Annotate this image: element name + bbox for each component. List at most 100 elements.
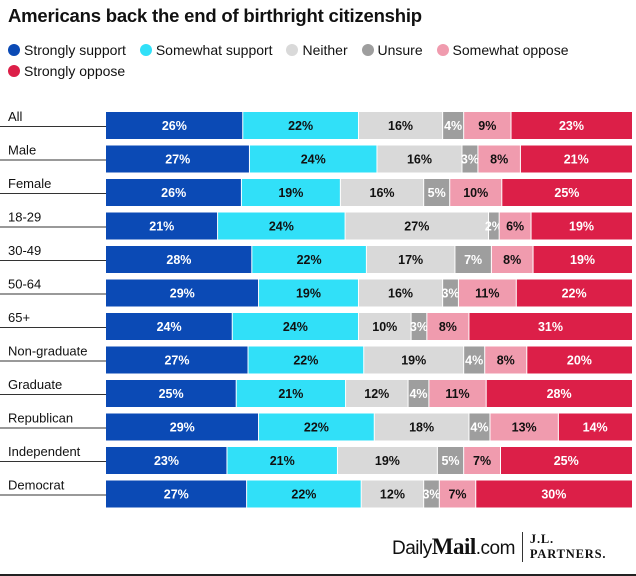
data-label: 19% (296, 287, 321, 301)
bar-segment (106, 413, 259, 441)
category-label: 50-64 (8, 277, 41, 292)
partner-line-1: J.L. (529, 532, 554, 546)
bar-segment (340, 179, 424, 206)
data-label: 8% (503, 253, 521, 267)
bar-segment (258, 279, 359, 307)
data-label: 19% (278, 186, 303, 200)
brand-daily: Daily (392, 538, 432, 559)
legend-label: Somewhat oppose (452, 42, 569, 58)
bar-row: Male 27% 24% 16% 3% 8% 21% (0, 143, 632, 173)
brand-com: .com (475, 538, 516, 559)
bar-segment (366, 246, 455, 273)
bar-segment (242, 112, 359, 139)
bar-segment (526, 346, 632, 374)
legend-label: Unsure (377, 42, 423, 58)
data-label: 27% (164, 354, 189, 368)
bar-row: Independent 23% 21% 19% 5% 7% 25% (0, 444, 632, 474)
data-label: 26% (161, 186, 186, 200)
category-label: Democrat (8, 478, 65, 493)
bar-segment (516, 279, 632, 307)
bar-segment (249, 145, 377, 173)
legend-item-strongly-support: Strongly support (8, 40, 126, 60)
category-label: 30-49 (8, 243, 41, 258)
bar-row: 30-49 28% 22% 17% 7% 8% 19% (0, 243, 632, 273)
category-label: Independent (8, 444, 81, 459)
data-label: 30% (541, 488, 566, 502)
data-label: 22% (562, 287, 587, 301)
bar-row: Non-graduate 27% 22% 19% 4% 8% 20% (0, 344, 632, 374)
data-label: 25% (554, 454, 579, 468)
data-label: 29% (170, 287, 195, 301)
data-label: 24% (269, 220, 294, 234)
bar-segment (454, 246, 492, 273)
bar-segment (499, 212, 532, 240)
data-label: 13% (512, 421, 537, 435)
partner-line-2: PARTNERS. (529, 547, 607, 561)
legend-item-somewhat-oppose: Somewhat oppose (436, 40, 569, 60)
data-label: 4% (444, 119, 462, 133)
category-label: Male (8, 143, 36, 158)
bar-segment (361, 480, 424, 508)
data-label: 24% (283, 320, 308, 334)
bar-segment (106, 279, 259, 307)
bar-row: 65+ 24% 24% 10% 3% 8% 31% (0, 310, 632, 340)
data-label: 25% (554, 186, 579, 200)
bar-segment (106, 380, 237, 407)
data-label: 16% (388, 287, 413, 301)
bar-segment (437, 447, 464, 474)
bar-segment (491, 246, 534, 273)
bar-segment (486, 380, 632, 407)
bar-segment (423, 179, 450, 206)
bar-segment (477, 145, 521, 173)
data-label: 21% (270, 454, 295, 468)
category-label: All (8, 109, 23, 124)
legend-item-neither: Neither (286, 40, 348, 60)
footer-branding: DailyMail.com J.L. PARTNERS. (392, 532, 606, 562)
bar-row: Female 26% 19% 16% 5% 10% 25% (0, 176, 632, 206)
data-label: 10% (372, 320, 397, 334)
bar-segment (226, 447, 338, 474)
bar-segment (106, 145, 250, 173)
data-label: 19% (569, 220, 594, 234)
jl-partners-logo: J.L. PARTNERS. (530, 532, 606, 562)
bar-segment (489, 413, 559, 441)
bar-row: 50-64 29% 19% 16% 3% 11% 22% (0, 277, 632, 307)
legend-item-unsure: Unsure (361, 40, 423, 60)
bar-segment (442, 279, 459, 307)
bar-segment (246, 480, 362, 508)
brand-mail: Mail (431, 534, 477, 559)
bar-segment (408, 380, 429, 407)
bar-segment (484, 346, 527, 374)
data-label: 19% (570, 253, 595, 267)
data-label: 8% (439, 320, 457, 334)
data-label: 14% (583, 421, 608, 435)
data-label: 16% (407, 153, 432, 167)
chart-title: Americans back the end of birthright cit… (8, 5, 422, 26)
data-label: 24% (157, 320, 182, 334)
data-label: 19% (375, 454, 400, 468)
legend-swatch (8, 44, 20, 56)
bar-segment (106, 447, 227, 474)
bar-segment (428, 380, 487, 407)
bar-segment (500, 447, 632, 474)
bar-segment (106, 346, 249, 374)
bar-segment (241, 179, 341, 206)
category-label: Non-graduate (8, 344, 88, 359)
data-label: 10% (463, 186, 488, 200)
legend-swatch (361, 44, 374, 56)
data-label: 4% (409, 387, 427, 401)
bar-segment (520, 145, 632, 173)
data-label: 27% (404, 220, 429, 234)
bar-segment (531, 212, 632, 240)
category-label: 18-29 (8, 210, 41, 225)
category-label: Female (8, 176, 51, 191)
bar-segment (248, 346, 364, 374)
bar-segment (558, 413, 632, 441)
bar-segment (337, 447, 438, 474)
data-label: 4% (465, 354, 483, 368)
bar-segment (511, 112, 632, 139)
data-label: 16% (388, 119, 413, 133)
bar-segment (374, 413, 469, 441)
legend-label: Strongly support (24, 42, 126, 58)
bar-segment (463, 447, 501, 474)
